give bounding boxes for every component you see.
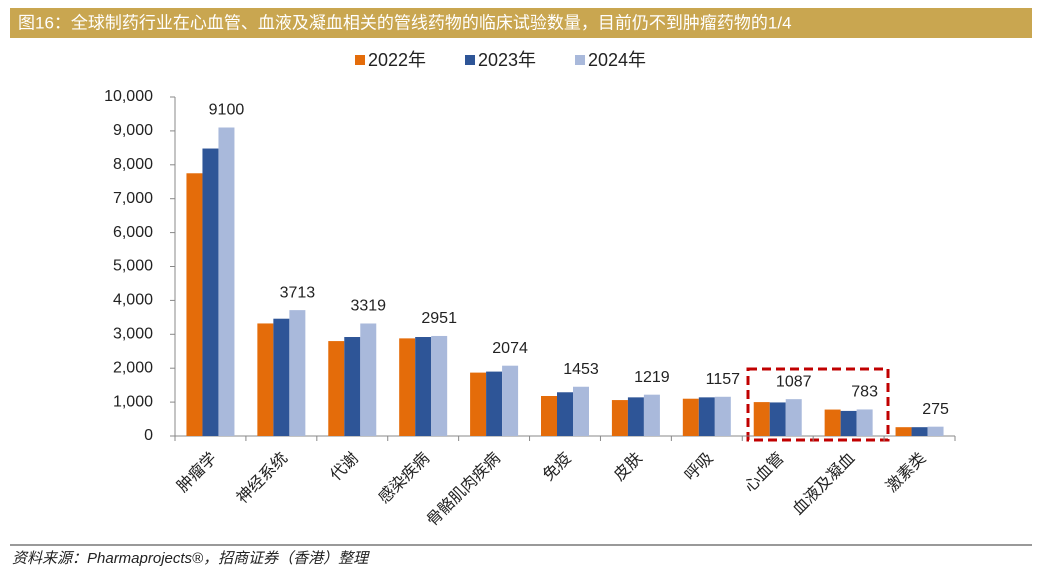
x-tick-label: 呼吸: [681, 449, 716, 484]
bar: [643, 394, 660, 436]
y-tick-label: 2,000: [113, 359, 153, 376]
bar: [785, 399, 802, 436]
bar: [627, 397, 644, 436]
bar: [714, 396, 731, 436]
data-label: 3713: [280, 284, 316, 301]
bar: [360, 323, 377, 436]
bar: [753, 402, 770, 436]
data-label: 2951: [421, 310, 457, 327]
bar: [344, 337, 361, 436]
bar: [895, 427, 912, 436]
x-tick-label: 神经系统: [233, 449, 291, 507]
source: 资料来源：Pharmaprojects®，招商证券（香港）整理: [12, 550, 370, 567]
x-tick-label: 感染疾病: [375, 449, 433, 507]
bar: [218, 127, 235, 436]
x-tick-label: 代谢: [327, 449, 362, 484]
data-label: 1087: [776, 373, 812, 390]
legend-label: 2024年: [588, 50, 646, 70]
legend-swatch: [465, 55, 475, 65]
bar: [273, 318, 290, 436]
x-tick-label: 心血管: [741, 449, 788, 496]
bar: [840, 410, 857, 436]
bar: [186, 173, 203, 436]
data-label: 1157: [706, 371, 741, 388]
bar: [611, 400, 628, 436]
y-tick-label: 8,000: [113, 156, 153, 173]
y-tick-label: 5,000: [113, 258, 153, 275]
bar: [470, 372, 487, 436]
bar: [486, 371, 503, 436]
bar: [289, 310, 306, 436]
y-tick-label: 7,000: [113, 190, 153, 207]
x-tick-label: 皮肤: [610, 449, 645, 484]
bar: [769, 402, 786, 436]
data-label: 1453: [563, 361, 599, 378]
x-tick-label: 免疫: [539, 449, 574, 484]
x-tick-label: 激素类: [883, 449, 930, 496]
bar: [698, 397, 715, 436]
data-label: 2074: [492, 340, 528, 357]
legend-swatch: [575, 55, 585, 65]
highlight-box: [746, 367, 890, 442]
data-label: 783: [851, 384, 878, 401]
y-tick-label: 6,000: [113, 224, 153, 241]
y-tick-label: 3,000: [113, 326, 153, 343]
bar: [573, 386, 589, 436]
bar: [399, 338, 416, 436]
bar: [856, 409, 873, 436]
x-tick-label: 骨骼肌肉疾病: [423, 449, 504, 530]
y-tick-label: 10,000: [104, 88, 153, 105]
data-label: 1219: [634, 369, 670, 386]
bar: [431, 335, 448, 436]
bar: [824, 409, 841, 436]
bar: [328, 341, 345, 436]
bar: [502, 365, 519, 436]
bar: [257, 323, 274, 436]
y-tick-label: 1,000: [113, 393, 153, 410]
legend-label: 2022年: [368, 50, 426, 70]
bar: [911, 427, 928, 436]
bar: [557, 392, 573, 436]
y-tick-label: 0: [144, 427, 153, 444]
bar: [682, 398, 699, 436]
bar: [541, 395, 557, 436]
legend-label: 2023年: [478, 50, 536, 70]
data-label: 9100: [209, 102, 245, 119]
y-tick-label: 4,000: [113, 292, 153, 309]
chart-title: 图16：全球制药行业在心血管、血液及凝血相关的管线药物的临床试验数量，目前仍不到…: [18, 13, 792, 32]
bar: [927, 426, 944, 436]
bar: [415, 337, 432, 436]
data-label: 275: [922, 401, 949, 418]
x-tick-label: 肿瘤学: [174, 449, 221, 496]
legend-swatch: [355, 55, 365, 65]
x-tick-label: 血液及凝血: [789, 449, 858, 518]
bar: [202, 148, 219, 436]
data-label: 3319: [350, 298, 386, 315]
title-bar: [10, 8, 1032, 38]
y-tick-label: 9,000: [113, 122, 153, 139]
